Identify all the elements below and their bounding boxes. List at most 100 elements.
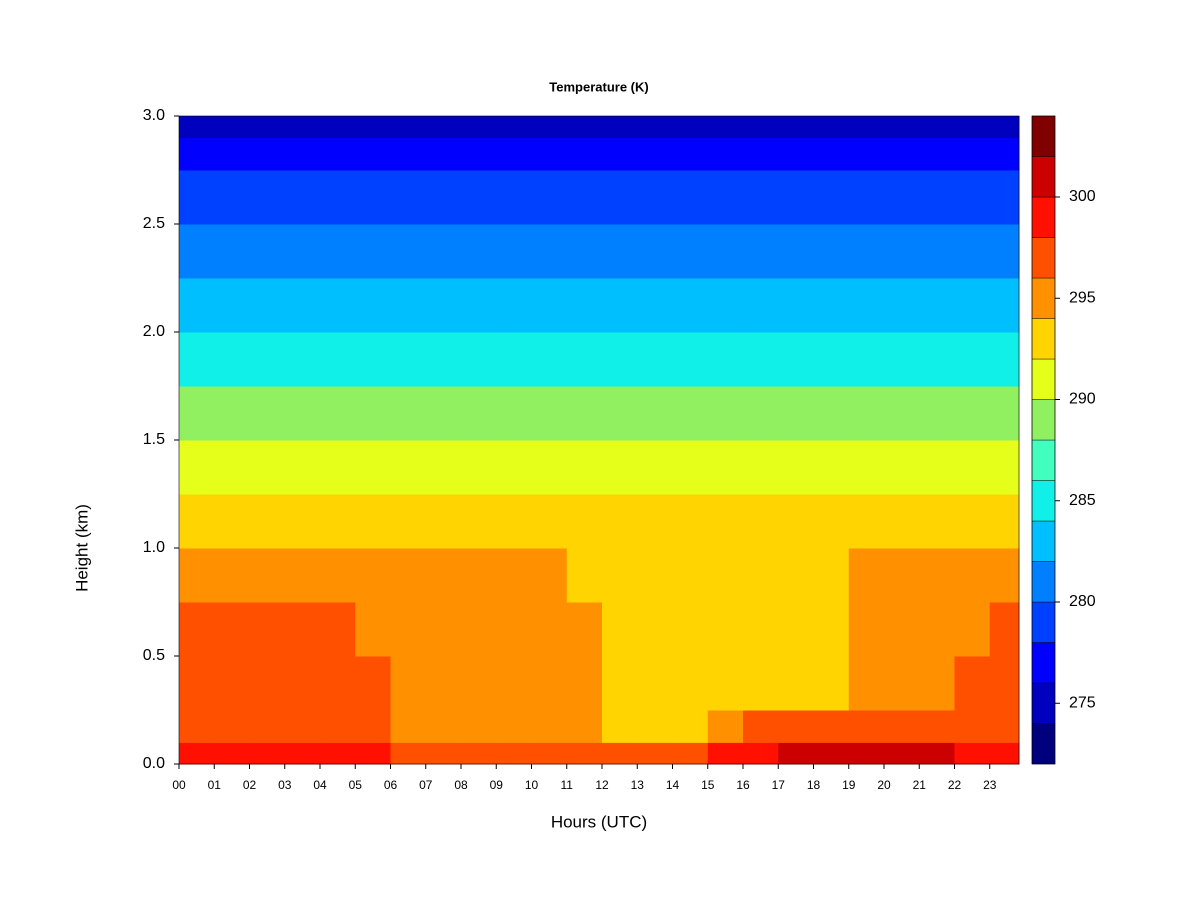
heatmap-cell — [249, 278, 286, 333]
heatmap-cell — [496, 278, 532, 333]
heatmap-cell — [601, 278, 638, 333]
x-tick-label: 05 — [349, 778, 363, 792]
heatmap-cell — [672, 278, 709, 333]
heatmap-cell — [989, 548, 1020, 603]
heatmap-cell — [778, 602, 814, 657]
chart-title: Temperature (K) — [549, 79, 648, 94]
heatmap-cell — [179, 548, 215, 603]
heatmap-cell — [390, 116, 427, 139]
x-tick-label: 15 — [701, 778, 715, 792]
heatmap-cell — [778, 278, 814, 333]
heatmap-cell — [319, 742, 356, 765]
colorbar-segment — [1031, 115, 1056, 157]
colorbar-segment — [1031, 480, 1056, 522]
heatmap-cell — [742, 278, 779, 333]
heatmap-cell — [637, 494, 673, 549]
heatmap-cell — [460, 224, 497, 279]
heatmap-cell — [919, 170, 955, 225]
heatmap-cell — [848, 548, 885, 603]
heatmap-cell — [460, 602, 497, 657]
heatmap-cell — [883, 332, 920, 387]
colorbar-segment — [1031, 156, 1056, 198]
heatmap-cell — [954, 742, 991, 765]
heatmap-cell — [778, 656, 814, 711]
heatmap-cell — [601, 602, 638, 657]
heatmap-cell — [848, 170, 885, 225]
heatmap-cell — [460, 116, 497, 139]
x-tick-label: 06 — [384, 778, 398, 792]
heatmap-cell — [778, 170, 814, 225]
heatmap-cell — [355, 710, 391, 743]
heatmap-cell — [319, 278, 356, 333]
heatmap-cell — [707, 170, 744, 225]
heatmap-cell — [425, 742, 462, 765]
heatmap-cell — [425, 656, 462, 711]
heatmap-cell — [284, 224, 321, 279]
heatmap-cell — [883, 116, 920, 139]
heatmap-cell — [496, 116, 532, 139]
y-tick-label: 2.0 — [143, 323, 165, 340]
colorbar-segment — [1031, 682, 1056, 724]
heatmap-cell — [566, 742, 603, 765]
heatmap-cell — [883, 440, 920, 495]
heatmap-cell — [249, 332, 286, 387]
heatmap-cell — [672, 440, 709, 495]
heatmap-cell — [460, 710, 497, 743]
heatmap-cell — [214, 137, 250, 171]
heatmap-cell — [249, 137, 286, 171]
heatmap-cell — [531, 332, 568, 387]
heatmap-cell — [919, 710, 955, 743]
heatmap-cell — [319, 170, 356, 225]
heatmap-cell — [883, 656, 920, 711]
heatmap-cell — [601, 116, 638, 139]
heatmap-cell — [778, 742, 814, 765]
heatmap-cell — [707, 440, 744, 495]
heatmap-cell — [249, 494, 286, 549]
heatmap-cell — [637, 548, 673, 603]
heatmap-cell — [883, 224, 920, 279]
heatmap-cell — [883, 170, 920, 225]
heatmap-cell — [919, 440, 955, 495]
heatmap-cell — [355, 224, 391, 279]
heatmap-cell — [637, 278, 673, 333]
heatmap-cell — [672, 602, 709, 657]
heatmap-cell — [460, 332, 497, 387]
heatmap-cell — [319, 116, 356, 139]
heatmap-cell — [919, 386, 955, 441]
heatmap-cell — [425, 602, 462, 657]
heatmap-cell — [531, 386, 568, 441]
heatmap-cell — [742, 386, 779, 441]
colorbar-tick-label: 295 — [1069, 289, 1096, 306]
heatmap-cell — [601, 494, 638, 549]
heatmap-cell — [319, 656, 356, 711]
colorbar-segment — [1031, 318, 1056, 360]
heatmap-cell — [637, 710, 673, 743]
heatmap-cell — [390, 278, 427, 333]
heatmap-cell — [355, 548, 391, 603]
heatmap-cell — [390, 137, 427, 171]
heatmap-cell — [637, 656, 673, 711]
heatmap-cell — [883, 548, 920, 603]
heatmap-cell — [284, 332, 321, 387]
heatmap-cell — [249, 548, 286, 603]
heatmap-cell — [989, 116, 1020, 139]
heatmap-cell — [179, 742, 215, 765]
heatmap-cell — [954, 440, 991, 495]
x-tick-label: 10 — [525, 778, 539, 792]
heatmap-cell — [214, 602, 250, 657]
heatmap-cell — [531, 494, 568, 549]
heatmap-cell — [460, 440, 497, 495]
heatmap-cell — [919, 278, 955, 333]
heatmap-cell — [637, 224, 673, 279]
heatmap-cell — [742, 494, 779, 549]
colorbar-tick-label: 280 — [1069, 593, 1096, 610]
heatmap-cell — [601, 137, 638, 171]
heatmap-cell — [179, 332, 215, 387]
heatmap-cell — [637, 386, 673, 441]
heatmap-cell — [989, 440, 1020, 495]
heatmap-cell — [919, 116, 955, 139]
heatmap-cell — [707, 332, 744, 387]
heatmap-cell — [284, 656, 321, 711]
heatmap-cell — [848, 710, 885, 743]
